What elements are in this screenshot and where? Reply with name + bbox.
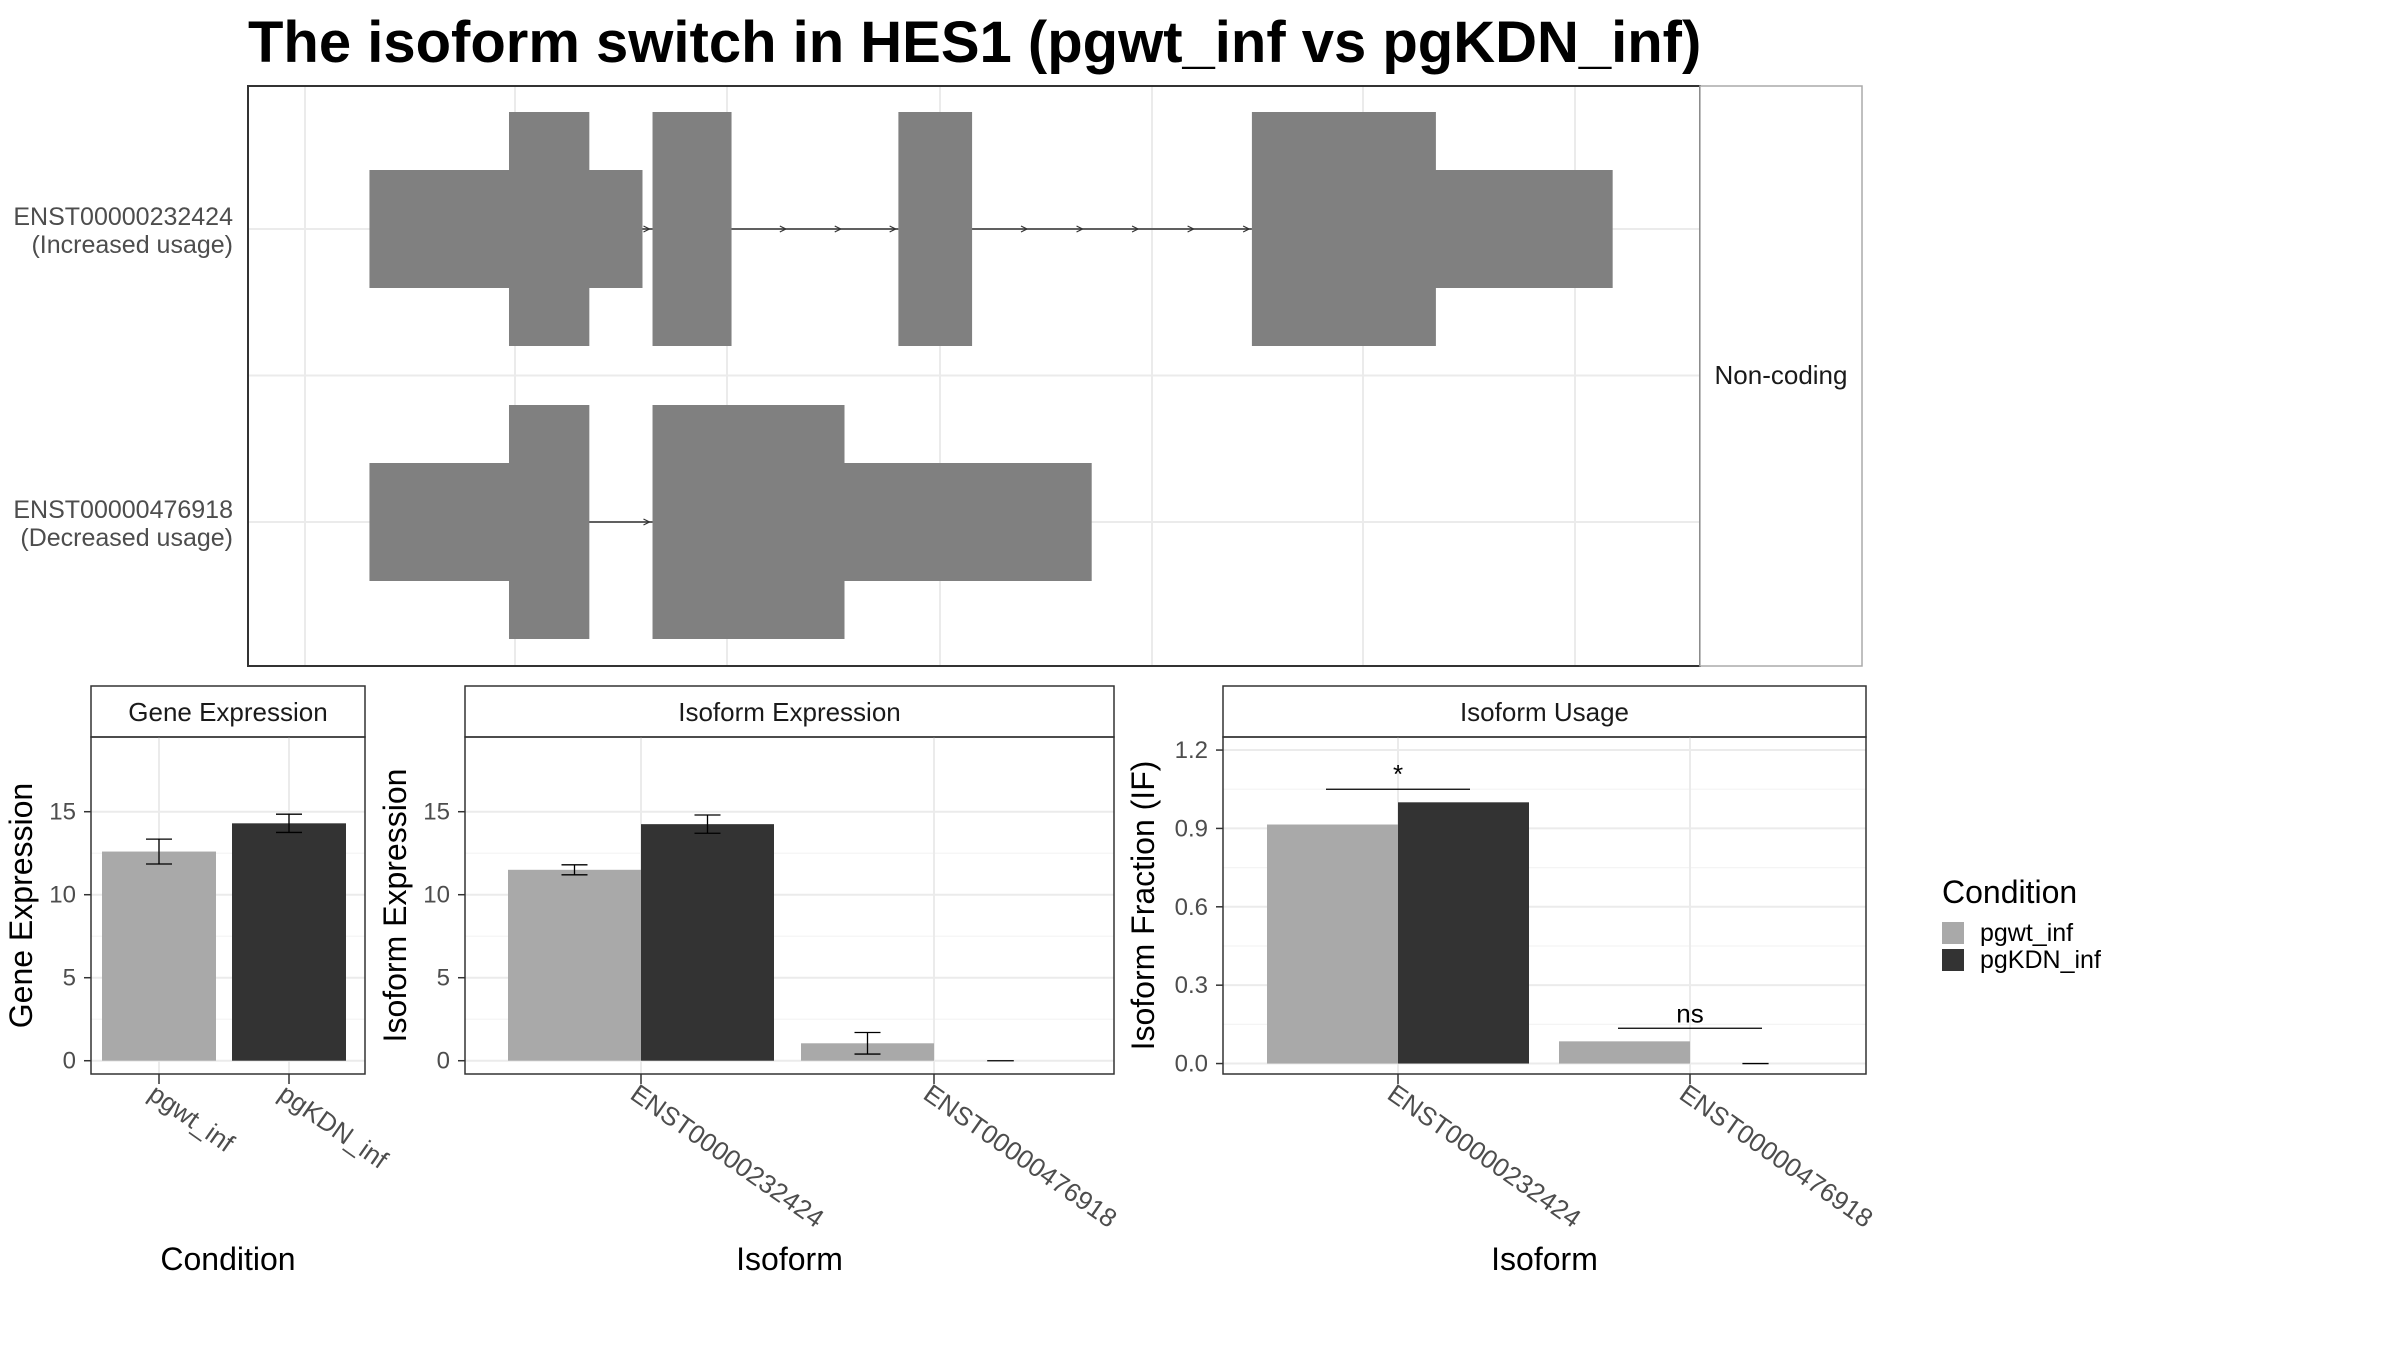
- bar-pgwt_inf: [508, 869, 641, 1061]
- isoform-structure-panel: ENST00000232424(Increased usage) ENST0000…: [13, 85, 1863, 667]
- facet-strip: [1699, 85, 1863, 667]
- x-tick-label: ENST00000232424: [1382, 1078, 1586, 1234]
- y-tick-label: 1.2: [1175, 737, 1208, 764]
- legend-label: pgwt_inf: [1980, 919, 2073, 947]
- bar-pgwt_inf: [1267, 824, 1398, 1064]
- bar-panel-2: Isoform Expression 0 5 10 15 ENST00000232424 E…: [377, 685, 1123, 1277]
- coding-exon: [652, 112, 732, 346]
- legend-label: pgKDN_inf: [1980, 946, 2101, 974]
- utr-exon: [843, 463, 1092, 581]
- panel-strip: [1222, 685, 1867, 738]
- panel-strip-label: Isoform Expression: [678, 697, 901, 727]
- bar-pgwt_inf: [102, 851, 216, 1061]
- utr-exon: [1435, 170, 1613, 288]
- bar-pgKDN_inf: [641, 824, 774, 1061]
- coding-exon: [508, 405, 590, 639]
- y-tick-label: 10: [49, 882, 76, 909]
- intron-arrow: [1076, 225, 1084, 233]
- legend-swatch-pgwt_inf: [1942, 922, 1964, 944]
- y-tick-label: 0: [63, 1048, 76, 1075]
- x-tick-label: ENST00000476918: [1674, 1078, 1878, 1234]
- isoform-row-note: (Increased usage): [31, 231, 233, 259]
- legend-swatch-pgKDN_inf: [1942, 949, 1964, 971]
- intron-arrow: [889, 225, 897, 233]
- coding-exon: [508, 112, 590, 346]
- bar-chart-panels: Gene Expression 0 5 10 15 pgwt_inf pgKDN_inf Ge…: [3, 685, 1879, 1277]
- y-tick-label: 15: [49, 799, 76, 826]
- utr-exon: [369, 170, 510, 288]
- x-tick-label: ENST00000476918: [918, 1078, 1122, 1234]
- y-tick-label: 15: [423, 799, 450, 826]
- intron-arrow: [643, 518, 651, 526]
- coding-exon: [1251, 112, 1436, 346]
- x-tick-label: pgKDN_inf: [273, 1078, 394, 1175]
- coding-exon: [652, 405, 845, 639]
- y-tick-label: 0.6: [1175, 894, 1208, 921]
- bar-pgwt_inf: [1559, 1041, 1690, 1064]
- y-tick-label: 0.3: [1175, 972, 1208, 999]
- panel-strip-label: Isoform Usage: [1460, 697, 1629, 727]
- isoform-row-note: (Decreased usage): [20, 524, 233, 552]
- y-axis-label: Isoform Fraction (IF): [1125, 761, 1161, 1051]
- y-tick-label: 0.9: [1175, 815, 1208, 842]
- intron-arrow: [834, 225, 843, 233]
- intron-arrow: [643, 225, 651, 233]
- panel-strip: [90, 685, 366, 738]
- bar-pgKDN_inf: [232, 823, 346, 1061]
- figure-title: The isoform switch in HES1 (pgwt_inf vs …: [248, 10, 1701, 75]
- x-tick-label: pgwt_inf: [143, 1078, 240, 1159]
- utr-exon: [588, 170, 643, 288]
- panel-strip-label: Gene Expression: [128, 697, 327, 727]
- legend-title: Condition: [1942, 874, 2077, 910]
- significance-label: *: [1393, 759, 1403, 789]
- x-axis-label: Isoform: [736, 1241, 843, 1277]
- isoform-row-label: ENST00000232424: [13, 203, 233, 231]
- intron-arrow: [1242, 225, 1251, 233]
- intron-arrow: [1020, 225, 1029, 233]
- facet-strip-label: Non-coding: [1715, 360, 1848, 390]
- isoform-row-label: ENST00000476918: [13, 496, 233, 524]
- y-tick-label: 0.0: [1175, 1051, 1208, 1078]
- x-axis-label: Isoform: [1491, 1241, 1598, 1277]
- panel-strip: [464, 685, 1115, 738]
- intron-arrow: [1131, 225, 1140, 233]
- y-tick-label: 10: [423, 882, 450, 909]
- y-tick-label: 5: [437, 965, 450, 992]
- panel-border: [464, 736, 1115, 1075]
- y-axis-label: Gene Expression: [3, 783, 39, 1028]
- coding-exon: [898, 112, 973, 346]
- y-axis-label: Isoform Expression: [377, 769, 413, 1043]
- panel-border: [90, 736, 366, 1075]
- intron-arrow: [779, 225, 788, 233]
- bar-panel-3: Isoform Usage * ns 0.0 0.3 0.6 0.9 1.2 ENST00000…: [1125, 685, 1879, 1277]
- y-tick-label: 0: [437, 1048, 450, 1075]
- significance-label: ns: [1676, 998, 1703, 1028]
- x-tick-label: ENST00000232424: [625, 1078, 829, 1234]
- panel-border: [1222, 736, 1867, 1075]
- x-axis-label: Condition: [160, 1241, 295, 1277]
- bar-panel-1: Gene Expression 0 5 10 15 pgwt_inf pgKDN_inf Ge…: [3, 685, 394, 1277]
- y-tick-label: 5: [63, 965, 76, 992]
- utr-exon: [369, 463, 510, 581]
- intron-arrow: [1187, 225, 1195, 233]
- bar-pgKDN_inf: [1398, 802, 1529, 1064]
